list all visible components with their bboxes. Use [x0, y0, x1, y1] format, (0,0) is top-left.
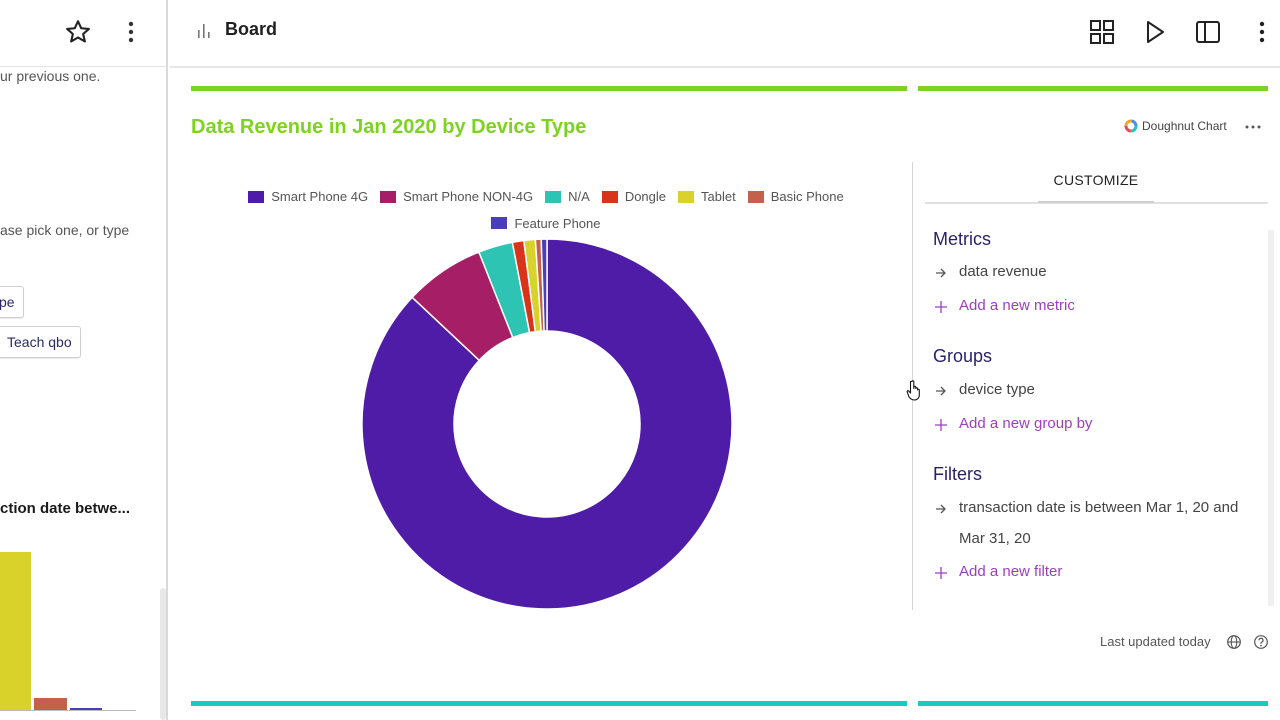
mini-chart-bar — [70, 708, 102, 710]
mini-chart-axis — [0, 710, 136, 711]
legend-item[interactable]: Tablet — [678, 184, 736, 209]
plus-icon — [935, 419, 947, 431]
add-group-button[interactable]: Add a new group by — [934, 415, 1092, 432]
legend-swatch — [747, 190, 764, 203]
legend-label: Dongle — [624, 189, 667, 204]
legend-label: Smart Phone 4G — [271, 189, 369, 204]
legend-item[interactable]: Smart Phone 4G — [248, 184, 368, 209]
filter-item[interactable]: transaction date is between Mar 1, 20 an… — [934, 499, 1259, 554]
add-filter-button[interactable]: Add a new filter — [934, 563, 1062, 580]
filters-heading: Filters — [933, 464, 982, 484]
mini-chart-bar — [0, 552, 31, 710]
legend-swatch — [601, 190, 618, 203]
left-message-text: ur previous one. — [0, 68, 101, 84]
add-filter-label: Add a new filter — [959, 563, 1063, 580]
arrow-right-icon — [936, 268, 946, 278]
arrow-right-icon — [936, 504, 946, 514]
legend-label: Feature Phone — [514, 215, 601, 231]
plus-icon — [935, 567, 947, 579]
doughnut-chart-icon — [1124, 119, 1138, 133]
next-card-accent-bar — [918, 701, 1268, 706]
legend-label: Tablet — [701, 189, 736, 204]
legend-item[interactable]: Dongle — [601, 184, 667, 209]
card-accent-bar — [918, 86, 1268, 91]
legend-swatch — [545, 190, 562, 203]
groups-heading: Groups — [933, 346, 993, 366]
top-bar-divider — [170, 66, 1280, 68]
teach-qbo-button[interactable]: Teach qbo — [0, 326, 81, 358]
card-accent-bar — [191, 86, 907, 91]
bar-chart-icon — [198, 24, 210, 38]
arrow-right-icon — [936, 386, 946, 396]
globe-icon[interactable] — [1226, 634, 1242, 650]
customize-scrollbar[interactable] — [1268, 230, 1274, 606]
chart-type-label: Doughnut Chart — [1142, 119, 1227, 133]
chart-type-selector[interactable]: Doughnut Chart — [1124, 119, 1227, 133]
board-title: Board — [225, 19, 278, 39]
suggestion-chip[interactable]: pe — [0, 286, 24, 318]
side-panel-icon[interactable] — [1194, 18, 1222, 46]
legend-item[interactable]: Basic Phone — [747, 184, 844, 209]
help-icon[interactable] — [1253, 634, 1269, 650]
metrics-heading: Metrics — [933, 229, 991, 249]
chart-legend: Smart Phone 4G Smart Phone NON-4G N/A Dongl… — [226, 184, 866, 237]
more-options-icon[interactable] — [1248, 18, 1276, 46]
more-horizontal-icon[interactable] — [1244, 118, 1262, 136]
star-icon[interactable] — [64, 18, 92, 46]
play-icon[interactable] — [1140, 18, 1168, 46]
left-panel-header — [0, 0, 166, 66]
legend-item[interactable]: Smart Phone NON-4G — [380, 184, 533, 209]
tab-customize[interactable]: CUSTOMIZE — [1053, 172, 1139, 188]
add-metric-label: Add a new metric — [959, 297, 1075, 314]
legend-label: Smart Phone NON-4G — [403, 189, 534, 204]
left-scrollbar[interactable] — [160, 588, 166, 720]
add-group-label: Add a new group by — [959, 415, 1093, 432]
metric-item[interactable]: data revenue — [934, 263, 1047, 280]
left-divider — [0, 66, 166, 67]
more-options-icon[interactable] — [119, 18, 143, 46]
group-item-label: device type — [959, 381, 1035, 398]
mini-chart-bar — [34, 698, 67, 710]
filter-item-label: transaction date is between Mar 1, 20 an… — [959, 499, 1239, 547]
last-updated-text: Last updated today — [1100, 634, 1211, 649]
group-item[interactable]: device type — [934, 381, 1035, 398]
legend-swatch — [678, 190, 695, 203]
plus-icon — [935, 301, 947, 313]
left-chart-title: ction date betwe... — [0, 500, 131, 517]
legend-label: N/A — [568, 189, 590, 204]
doughnut-slice[interactable] — [362, 238, 732, 610]
add-metric-button[interactable]: Add a new metric — [934, 297, 1075, 314]
doughnut-slice[interactable] — [540, 238, 548, 332]
legend-item[interactable]: N/A — [545, 184, 590, 209]
grid-view-icon[interactable] — [1088, 18, 1116, 46]
doughnut-chart — [362, 238, 732, 610]
legend-swatch — [248, 190, 265, 203]
legend-swatch — [491, 217, 508, 229]
hand-cursor-icon — [906, 380, 920, 401]
left-prompt-text: ase pick one, or type — [0, 222, 130, 238]
metric-item-label: data revenue — [959, 263, 1047, 280]
next-card-accent-bar — [191, 701, 907, 706]
top-bar: Board — [170, 0, 1280, 66]
legend-item[interactable]: Feature Phone — [491, 211, 601, 236]
legend-label: Basic Phone — [770, 189, 844, 204]
left-panel: ur previous one. ase pick one, or type p… — [0, 0, 168, 720]
tab-active-indicator — [1038, 201, 1154, 203]
tab-underline — [925, 202, 1268, 204]
chart-title: Data Revenue in Jan 2020 by Device Type — [191, 116, 587, 138]
legend-swatch — [380, 190, 397, 203]
